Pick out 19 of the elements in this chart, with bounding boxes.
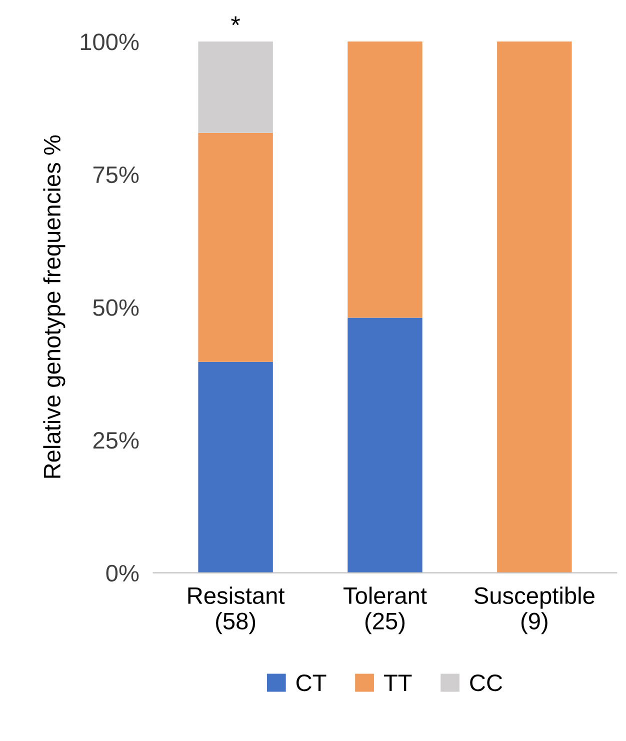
x-tick-label: Susceptible (9): [474, 586, 594, 634]
x-tick-label: Resistant (58): [188, 586, 285, 634]
bar: [198, 41, 273, 133]
bar: [497, 41, 572, 573]
y-tick-label: 75%: [93, 166, 139, 184]
legend-label: CT: [296, 674, 326, 692]
legend-label: CC: [470, 674, 502, 692]
y-tick-label: 0%: [106, 564, 139, 582]
y-tick-label: 100%: [80, 34, 139, 50]
bar: [198, 132, 273, 362]
annotation: *: [231, 16, 240, 26]
legend-label: TT: [384, 674, 412, 691]
y-tick-label: 50%: [93, 299, 139, 316]
y-axis-title: Relative genotype frequencies %: [43, 135, 66, 478]
bar: [348, 318, 422, 573]
bar: [348, 41, 422, 318]
bar: [198, 362, 273, 573]
y-tick-label: 25%: [93, 432, 139, 449]
x-tick-label: Tolerant (25): [344, 586, 427, 634]
